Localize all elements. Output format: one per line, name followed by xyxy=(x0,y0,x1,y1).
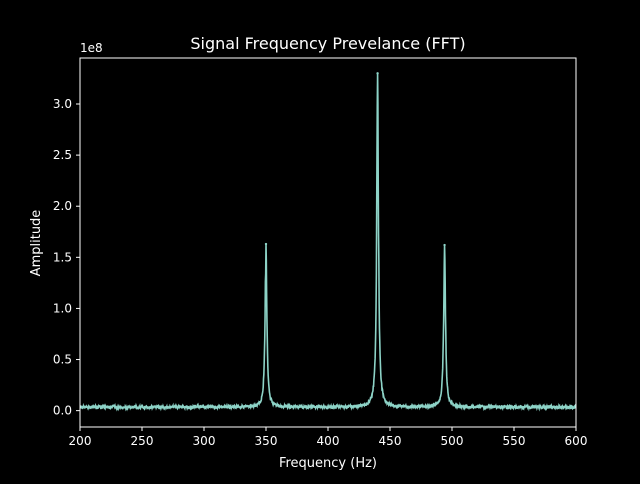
x-tick-label: 200 xyxy=(69,434,92,448)
series-layer xyxy=(80,72,576,412)
y-axis-label: Amplitude xyxy=(29,210,44,277)
peak-point-1 xyxy=(264,242,268,246)
y-axis: 0.0 0.5 1.0 1.5 2.0 2.5 3.0 xyxy=(53,97,80,418)
y-tick-label: 3.0 xyxy=(53,97,72,111)
y-tick-label: 0.0 xyxy=(53,404,72,418)
y-offset-label: 1e8 xyxy=(80,41,103,55)
x-tick-label: 450 xyxy=(379,434,402,448)
x-tick-label: 350 xyxy=(255,434,278,448)
x-tick-label: 400 xyxy=(317,434,340,448)
x-axis-label: Frequency (Hz) xyxy=(279,456,377,471)
peak-point-2 xyxy=(376,72,379,75)
chart-title: Signal Frequency Prevelance (FFT) xyxy=(190,34,465,53)
y-tick-label: 1.5 xyxy=(53,250,72,264)
fft-amplitude-line xyxy=(80,73,576,412)
x-tick-label: 500 xyxy=(441,434,464,448)
peak-point-3 xyxy=(443,243,446,247)
y-tick-label: 1.0 xyxy=(53,301,72,315)
y-tick-label: 2.0 xyxy=(53,199,72,213)
x-axis: 200 250 300 350 400 450 500 550 600 xyxy=(69,427,588,448)
x-tick-label: 550 xyxy=(503,434,526,448)
y-tick-label: 0.5 xyxy=(53,353,72,367)
x-tick-label: 300 xyxy=(193,434,216,448)
y-tick-label: 2.5 xyxy=(53,148,72,162)
x-tick-label: 600 xyxy=(565,434,588,448)
plot-frame xyxy=(79,57,577,428)
x-tick-label: 250 xyxy=(131,434,154,448)
